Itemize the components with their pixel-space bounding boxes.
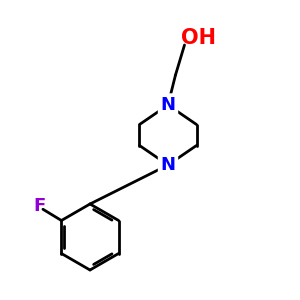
Text: OH: OH xyxy=(181,28,215,47)
Text: N: N xyxy=(160,96,175,114)
Text: N: N xyxy=(160,156,175,174)
Text: F: F xyxy=(33,197,46,215)
